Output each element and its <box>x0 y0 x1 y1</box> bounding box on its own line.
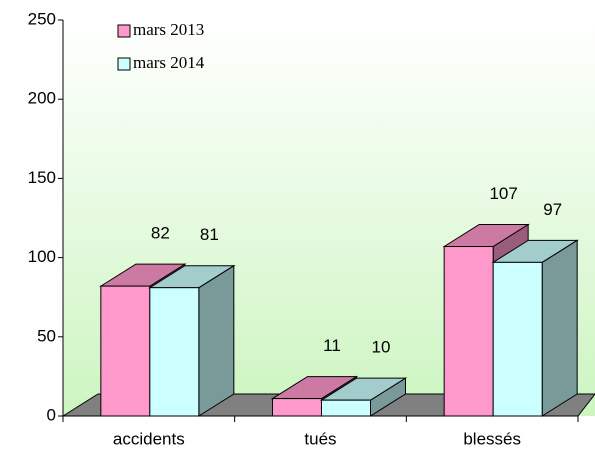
bar <box>149 287 200 417</box>
y-tick-label: 0 <box>47 405 56 424</box>
value-label: 81 <box>200 225 219 244</box>
bar-side <box>541 239 578 417</box>
bar <box>321 399 371 417</box>
bar <box>492 261 543 417</box>
value-label: 11 <box>323 336 341 355</box>
x-tick-label: blessés <box>463 429 521 448</box>
bar <box>272 398 322 417</box>
legend-label: mars 2013 <box>133 20 204 39</box>
legend-label: mars 2014 <box>133 53 205 72</box>
y-tick-label: 50 <box>37 326 56 345</box>
y-tick-label: 200 <box>28 89 56 108</box>
y-tick-label: 150 <box>28 168 56 187</box>
y-tick-label: 100 <box>28 247 56 266</box>
x-tick-label: tués <box>304 429 336 448</box>
y-tick-label: 250 <box>28 9 56 28</box>
legend-swatch <box>117 24 131 38</box>
bar <box>443 246 494 417</box>
x-tick-label: accidents <box>113 429 185 448</box>
value-label: 82 <box>151 224 170 243</box>
value-label: 107 <box>489 184 517 203</box>
bar <box>100 285 151 417</box>
legend-swatch <box>117 57 131 71</box>
value-label: 10 <box>372 338 391 357</box>
bar-side <box>198 264 235 417</box>
value-label: 97 <box>543 200 562 219</box>
